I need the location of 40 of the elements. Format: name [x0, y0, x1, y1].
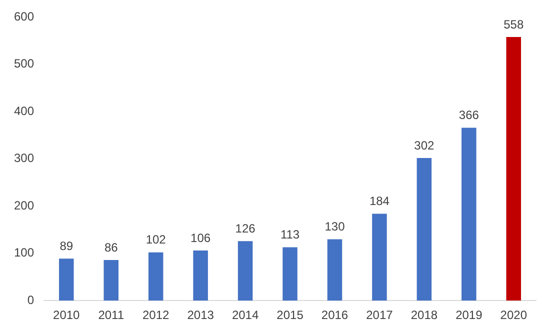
bar [148, 252, 164, 301]
x-tick-label: 2018 [410, 308, 438, 322]
x-tick-label: 2012 [142, 308, 170, 322]
data-label: 130 [324, 220, 346, 234]
x-tick-label: 2014 [232, 308, 259, 322]
bar [327, 239, 342, 301]
bar [372, 214, 387, 301]
y-tick-label: 0 [27, 292, 34, 307]
y-tick-label: 500 [14, 56, 34, 71]
x-tick-label: 2019 [456, 308, 483, 322]
data-label: 86 [104, 240, 118, 254]
bar [416, 158, 432, 301]
y-tick-label: 200 [14, 198, 34, 212]
x-tick-label: 2011 [98, 308, 124, 322]
x-tick-label: 2013 [187, 308, 214, 322]
bar [282, 247, 298, 301]
data-label: 126 [235, 221, 256, 236]
bar [238, 241, 253, 301]
bar [104, 260, 118, 301]
data-label: 106 [190, 230, 211, 245]
y-tick-label: 400 [14, 104, 34, 118]
y-tick-label: 100 [14, 246, 34, 260]
x-tick-label: 2020 [500, 308, 528, 322]
y-tick-label: 600 [14, 10, 34, 24]
data-label: 113 [280, 228, 300, 242]
bar [462, 128, 476, 301]
data-label: 89 [60, 238, 74, 253]
x-tick-label: 2010 [53, 308, 80, 322]
x-tick-label: 2015 [276, 308, 304, 322]
x-tick-label: 2017 [366, 308, 394, 322]
data-label: 302 [414, 138, 435, 152]
data-label: 184 [369, 194, 390, 208]
x-tick-label: 2016 [321, 308, 348, 322]
data-label: 558 [504, 17, 524, 32]
bar [59, 258, 74, 301]
bar [193, 250, 208, 301]
y-tick-label: 300 [14, 151, 34, 166]
data-label: 366 [458, 108, 480, 122]
data-label: 102 [146, 232, 166, 247]
bar [506, 37, 522, 301]
